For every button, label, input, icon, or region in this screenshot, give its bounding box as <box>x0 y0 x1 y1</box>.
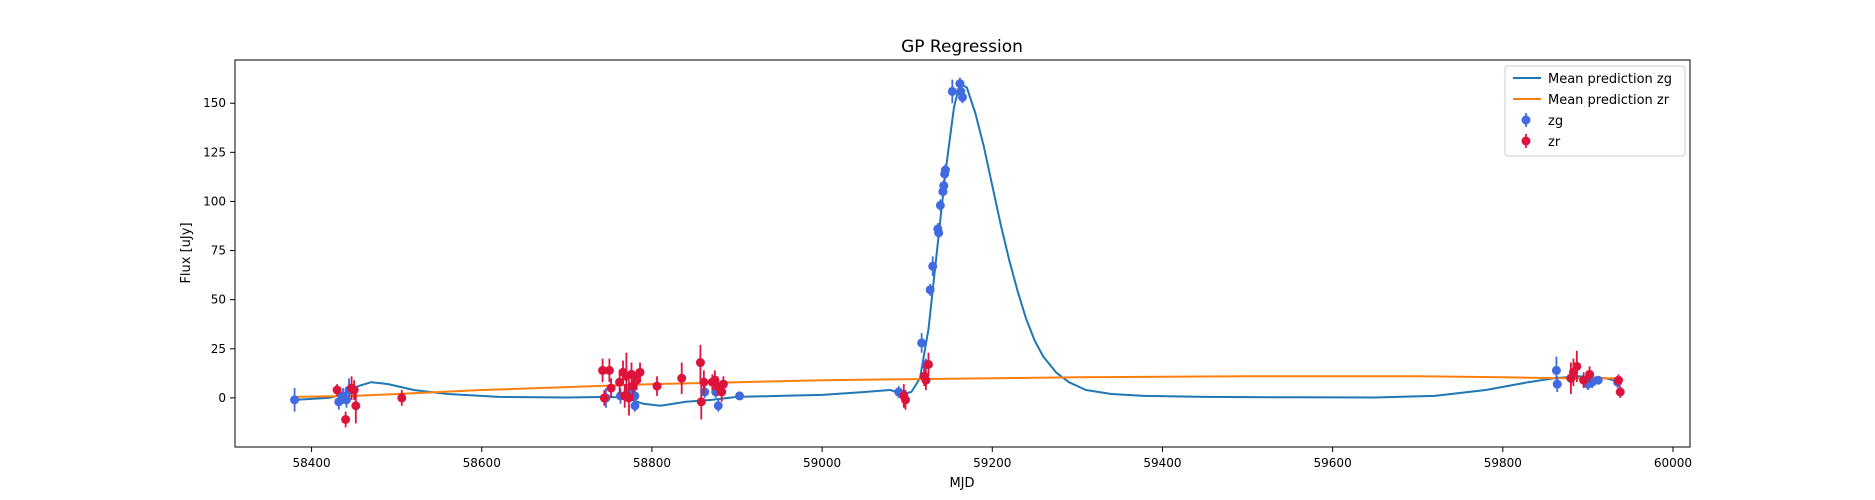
data-point <box>1593 375 1603 385</box>
data-point <box>695 358 705 368</box>
line-mean-prediction-zr <box>294 375 1622 398</box>
data-point <box>958 92 967 102</box>
data-point <box>940 165 950 175</box>
data-point <box>1572 361 1582 371</box>
x-tick-label: 59200 <box>973 456 1011 470</box>
data-point <box>1615 387 1625 397</box>
series-zg <box>290 77 1623 412</box>
x-tick-label: 58600 <box>463 456 501 470</box>
data-point <box>900 395 910 405</box>
data-point <box>939 181 949 191</box>
data-point <box>632 375 642 385</box>
data-point <box>652 381 662 391</box>
data-point <box>630 401 640 411</box>
legend-label: Mean prediction zg <box>1548 72 1672 87</box>
legend: Mean prediction zg Mean prediction zr zg zr <box>1504 65 1686 157</box>
data-point <box>696 397 706 407</box>
series-zr <box>332 344 1625 428</box>
x-axis-ticks: 58400 58600 58800 59000 59200 59400 59600 59800… <box>292 447 1692 470</box>
data-point <box>947 86 957 96</box>
x-axis-label: MJD <box>949 476 974 491</box>
series-layer <box>290 77 1625 428</box>
data-point <box>624 393 634 403</box>
legend-box <box>1504 65 1686 157</box>
data-point <box>713 401 723 411</box>
legend-item-mean-prediction-zg: Mean prediction zg <box>1513 72 1672 87</box>
data-point <box>397 393 407 403</box>
data-point <box>332 385 342 395</box>
data-point <box>604 365 614 375</box>
data-point <box>928 261 938 271</box>
x-tick-label: 59400 <box>1143 456 1181 470</box>
y-tick-label: 50 <box>211 293 226 307</box>
legend-label: zg <box>1548 114 1563 129</box>
legend-swatch <box>1521 115 1531 125</box>
data-point <box>718 379 728 389</box>
y-tick-label: 0 <box>218 391 226 405</box>
plot-area: 58400 58600 58800 59000 59200 59400 59600 59800… <box>203 59 1692 470</box>
data-point <box>735 391 745 401</box>
data-point <box>290 395 300 405</box>
plot-frame <box>234 59 1691 448</box>
data-point <box>1579 375 1589 385</box>
legend-label: Mean prediction zr <box>1548 93 1670 108</box>
chart-title: GP Regression <box>901 37 1023 57</box>
y-axis-ticks: 0 25 50 75 100 125 150 <box>203 96 235 405</box>
data-point <box>598 365 608 375</box>
y-tick-label: 75 <box>211 244 226 258</box>
data-point <box>921 375 931 385</box>
x-tick-label: 58400 <box>292 456 330 470</box>
data-point <box>923 359 933 369</box>
x-tick-label: 59000 <box>803 456 841 470</box>
legend-item-zr: zr <box>1521 134 1561 150</box>
data-point <box>1552 379 1562 389</box>
data-point <box>935 200 945 210</box>
legend-label: zr <box>1548 135 1561 150</box>
data-point <box>925 285 935 295</box>
data-point <box>351 401 361 411</box>
legend-item-zg: zg <box>1521 113 1563 129</box>
data-point <box>615 377 625 387</box>
x-tick-label: 59600 <box>1314 456 1352 470</box>
line-mean-prediction-zg <box>294 82 1623 407</box>
y-axis-label: Flux [uJy] <box>179 222 194 283</box>
y-tick-label: 25 <box>211 342 226 356</box>
y-tick-label: 150 <box>203 96 226 110</box>
y-tick-label: 100 <box>203 194 226 208</box>
data-point <box>955 79 965 89</box>
data-point <box>599 393 609 403</box>
data-point <box>717 387 727 397</box>
data-point <box>341 414 351 424</box>
data-point <box>699 377 709 387</box>
data-point <box>635 367 645 377</box>
data-point <box>606 383 616 393</box>
data-point <box>917 338 927 348</box>
data-point <box>1551 365 1561 375</box>
x-tick-label: 58800 <box>633 456 671 470</box>
data-point <box>934 228 944 238</box>
legend-swatch <box>1521 136 1531 146</box>
data-point <box>677 373 687 383</box>
x-tick-label: 59800 <box>1484 456 1522 470</box>
data-point <box>1614 375 1624 385</box>
data-point <box>1585 369 1595 379</box>
x-tick-label: 60000 <box>1654 456 1692 470</box>
data-point <box>349 385 359 395</box>
y-tick-label: 125 <box>203 145 226 159</box>
legend-item-mean-prediction-zr: Mean prediction zr <box>1513 93 1670 108</box>
